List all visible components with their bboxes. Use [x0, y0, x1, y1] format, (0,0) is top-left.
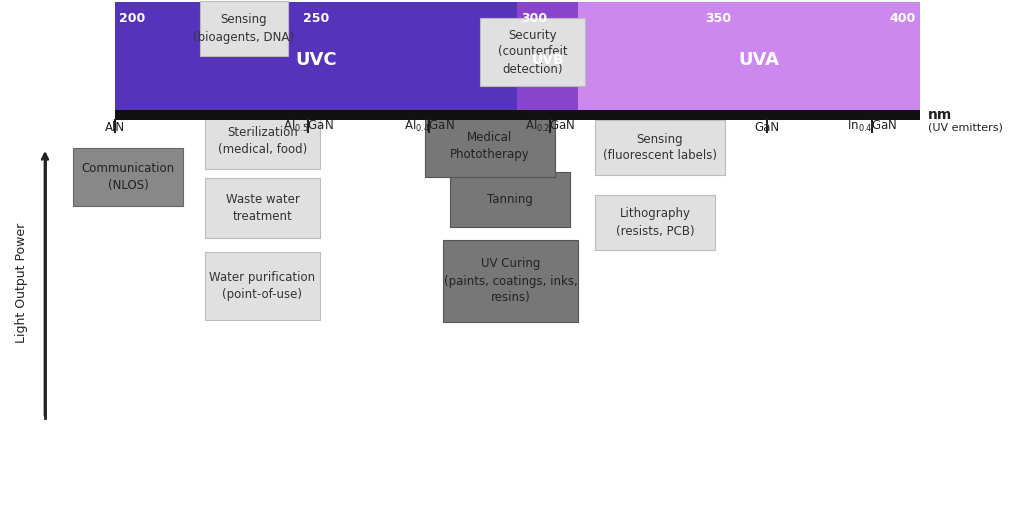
- Text: 250: 250: [303, 12, 330, 25]
- Text: 200: 200: [119, 12, 145, 25]
- Text: 300: 300: [522, 12, 548, 25]
- Bar: [443, 240, 578, 322]
- Text: AlN: AlN: [105, 121, 125, 134]
- Text: 400: 400: [890, 12, 916, 25]
- Bar: [595, 120, 725, 175]
- Text: UVA: UVA: [739, 51, 780, 69]
- Bar: [480, 18, 585, 86]
- Bar: [205, 112, 320, 169]
- Text: Sensing
(fluorescent labels): Sensing (fluorescent labels): [603, 133, 717, 163]
- Text: Sterilization
(medical, food): Sterilization (medical, food): [218, 125, 308, 155]
- Text: UV Curing
(paints, coatings, inks,
resins): UV Curing (paints, coatings, inks, resin…: [444, 257, 578, 305]
- Bar: [115, 110, 920, 120]
- Text: $\mathrm{Al}_{0.5}\mathrm{GaN}$: $\mathrm{Al}_{0.5}\mathrm{GaN}$: [283, 118, 334, 134]
- Bar: [205, 178, 320, 238]
- Text: Medical
Phototherapy: Medical Phototherapy: [450, 131, 530, 161]
- Bar: [115, 2, 518, 118]
- Text: $\mathrm{In}_{0.4}\mathrm{GaN}$: $\mathrm{In}_{0.4}\mathrm{GaN}$: [847, 119, 897, 134]
- Text: UVB: UVB: [532, 53, 564, 67]
- Bar: [200, 1, 288, 56]
- Bar: [518, 2, 578, 118]
- Bar: [425, 115, 555, 177]
- Text: GaN: GaN: [754, 121, 780, 134]
- Text: Water purification
(point-of-use): Water purification (point-of-use): [209, 271, 316, 301]
- Text: Light Output Power: Light Output Power: [15, 223, 28, 343]
- Text: 350: 350: [705, 12, 732, 25]
- Bar: [578, 2, 920, 118]
- Text: Communication
(NLOS): Communication (NLOS): [81, 162, 175, 192]
- Bar: [595, 195, 715, 250]
- Text: UVC: UVC: [295, 51, 337, 69]
- Text: Tanning: Tanning: [487, 193, 533, 206]
- Text: Waste water
treatment: Waste water treatment: [225, 193, 299, 223]
- Bar: [205, 252, 320, 320]
- Text: Lithography
(resists, PCB): Lithography (resists, PCB): [616, 208, 694, 237]
- Text: Sensing
(bioagents, DNA): Sensing (bioagents, DNA): [194, 13, 294, 44]
- Text: (UV emitters): (UV emitters): [928, 123, 1003, 133]
- Bar: [73, 148, 183, 206]
- Bar: [450, 172, 570, 227]
- Text: $\mathrm{Al}_{0.2}\mathrm{GaN}$: $\mathrm{Al}_{0.2}\mathrm{GaN}$: [525, 118, 574, 134]
- Text: nm: nm: [928, 108, 952, 122]
- Text: $\mathrm{Al}_{0.4}\mathrm{GaN}$: $\mathrm{Al}_{0.4}\mathrm{GaN}$: [404, 118, 455, 134]
- Text: Security
(counterfeit
detection): Security (counterfeit detection): [497, 28, 567, 76]
